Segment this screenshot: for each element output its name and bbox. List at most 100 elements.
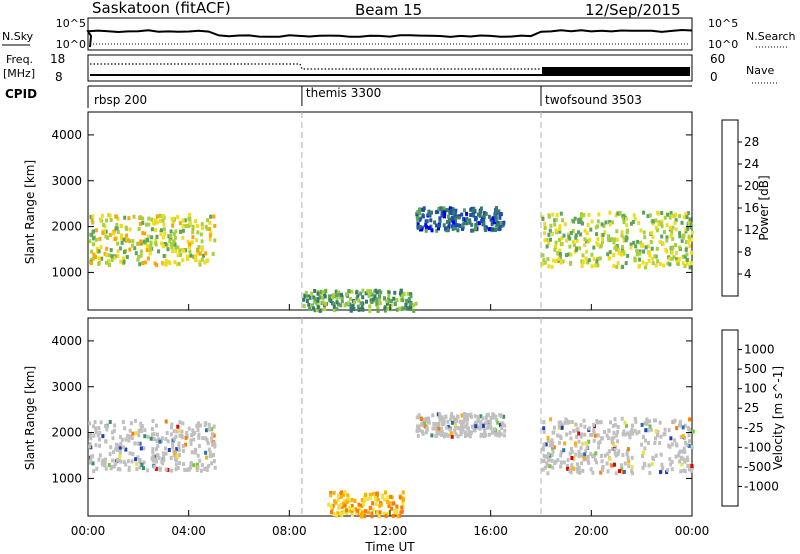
echo-cell: [567, 232, 571, 237]
echo-cell: [447, 217, 451, 222]
echo-cell: [483, 434, 486, 439]
echo-cell: [93, 420, 97, 425]
echo-cell: [318, 308, 322, 313]
echo-cell: [89, 214, 93, 219]
echo-cell: [180, 429, 184, 434]
echo-cell: [658, 441, 662, 446]
echo-cell: [384, 490, 387, 495]
velocity-ylabel: Slant Range [km]: [23, 366, 37, 470]
echo-cell: [125, 233, 129, 238]
echo-cell: [197, 432, 201, 437]
echo-cell: [197, 435, 201, 440]
echo-cell: [378, 297, 381, 302]
echo-cell: [122, 237, 126, 242]
echo-cell: [177, 444, 181, 449]
echo-cell: [587, 212, 591, 217]
echo-cell: [373, 298, 377, 303]
echo-cell: [440, 433, 444, 437]
echo-cell: [122, 250, 126, 255]
echo-cell: [115, 446, 119, 451]
echo-cell: [449, 417, 453, 422]
echo-cell: [172, 232, 176, 236]
echo-cell: [100, 256, 104, 261]
echo-cell: [592, 430, 596, 435]
echo-cell: [658, 240, 662, 244]
echo-cell: [143, 260, 147, 265]
echo-cell: [433, 220, 437, 225]
echo-cell: [343, 503, 347, 508]
echo-cell: [651, 221, 655, 226]
echo-cell: [660, 224, 664, 229]
echo-cell: [386, 499, 389, 504]
nsearch-tick-bottom: 10^0: [708, 38, 738, 51]
echo-cell: [196, 224, 199, 229]
echo-cell: [583, 432, 587, 437]
echo-cell: [551, 212, 555, 217]
colorbar-tick-label: -100: [744, 440, 771, 454]
echo-cell: [104, 234, 108, 239]
echo-cell: [120, 437, 124, 442]
echo-cell: [551, 446, 554, 451]
velocity-colorbar-label: Velocity [m s^-1]: [771, 366, 785, 470]
echo-cell: [682, 446, 686, 451]
echo-cell: [558, 237, 561, 242]
nsky-panel: N.Sky 10^5 10^0 10^5 10^0 N.Search: [2, 17, 796, 51]
echo-cell: [199, 423, 202, 428]
echo-cell: [643, 461, 646, 466]
echo-cell: [185, 257, 189, 261]
echo-cell: [689, 222, 693, 227]
echo-cell: [386, 306, 390, 311]
echo-cell: [502, 221, 505, 226]
echo-cell: [483, 211, 486, 216]
echo-cell: [605, 461, 609, 466]
echo-cell: [186, 239, 190, 244]
echo-cell: [135, 462, 139, 466]
echo-cell: [323, 294, 327, 299]
echo-cell: [676, 262, 680, 267]
echo-cell: [113, 423, 117, 428]
echo-cell: [182, 462, 185, 466]
echo-cell: [499, 423, 502, 428]
echo-cell: [145, 248, 149, 252]
echo-cell: [554, 240, 558, 245]
echo-cell: [401, 501, 405, 506]
echo-cell: [562, 460, 566, 465]
echo-cell: [562, 448, 566, 453]
echo-cell: [329, 490, 333, 495]
echo-cell: [181, 223, 185, 228]
echo-cell: [651, 234, 655, 239]
echo-cell: [307, 302, 311, 307]
echo-cell: [686, 211, 690, 216]
echo-cell: [579, 212, 583, 217]
echo-cell: [681, 235, 685, 240]
echo-cell: [608, 238, 612, 243]
echo-cell: [688, 467, 691, 472]
echo-cell: [454, 208, 458, 213]
echo-cell: [555, 212, 559, 217]
echo-cell: [385, 299, 389, 304]
echo-cell: [181, 258, 185, 263]
echo-cell: [633, 216, 637, 221]
echo-cell: [482, 217, 486, 222]
echo-cell: [445, 425, 449, 430]
echo-cell: [371, 297, 375, 302]
echo-cell: [162, 222, 166, 227]
echo-cell: [173, 235, 177, 240]
echo-cell: [203, 260, 207, 265]
echo-cell: [643, 446, 647, 451]
echo-cell: [123, 215, 127, 220]
echo-cell: [499, 221, 503, 226]
echo-cell: [376, 497, 380, 502]
echo-cell: [666, 468, 670, 473]
echo-cell: [548, 443, 552, 448]
colorbar-tick-label: 16: [744, 201, 759, 215]
echo-cell: [162, 453, 166, 458]
echo-cell: [133, 441, 137, 446]
echo-cell: [478, 426, 482, 431]
echo-cell: [417, 413, 421, 418]
echo-cell: [678, 423, 681, 428]
echo-cell: [162, 458, 166, 462]
